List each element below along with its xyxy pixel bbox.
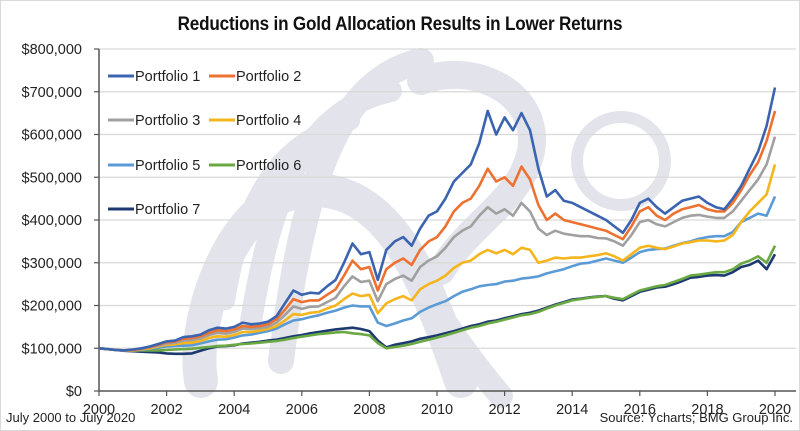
y-tick-label: $600,000 bbox=[22, 128, 82, 144]
legend-label: Portfolio 7 bbox=[135, 202, 200, 218]
legend: Portfolio 1 Portfolio 2 Portfolio 3 Portfol… bbox=[108, 69, 301, 218]
series-line-portfolio-3 bbox=[98, 136, 777, 352]
x-tick-label: 2000 bbox=[83, 402, 115, 418]
legend-label: Portfolio 5 bbox=[135, 158, 200, 174]
legend-label: Portfolio 2 bbox=[236, 69, 301, 85]
x-tick-label: 2016 bbox=[624, 402, 656, 418]
y-tick-label: $200,000 bbox=[22, 299, 82, 315]
y-tick-label: $700,000 bbox=[22, 85, 82, 101]
legend-item-portfolio-2: Portfolio 2 bbox=[209, 69, 301, 85]
x-axis-ticks: 2000 2002 2004 2006 2008 2010 2012 2014 2016 2018… bbox=[83, 391, 791, 418]
x-tick-label: 2006 bbox=[286, 402, 318, 418]
x-tick-label: 2018 bbox=[691, 402, 723, 418]
y-axis-ticks: $0 $100,000 $200,000 $300,000 $400,000 $500,0… bbox=[22, 42, 99, 400]
date-range-note: July 2000 to July 2020 bbox=[6, 410, 136, 425]
x-tick-label: 2010 bbox=[421, 402, 453, 418]
y-tick-label: $0 bbox=[66, 384, 82, 400]
legend-label: Portfolio 4 bbox=[236, 113, 301, 129]
legend-item-portfolio-1: Portfolio 1 bbox=[108, 69, 200, 85]
watermark-ring bbox=[571, 111, 671, 211]
legend-item-portfolio-6: Portfolio 6 bbox=[209, 158, 301, 174]
series-lines bbox=[98, 87, 777, 356]
x-tick-label: 2012 bbox=[488, 402, 520, 418]
legend-label: Portfolio 6 bbox=[236, 158, 301, 174]
legend-item-portfolio-7: Portfolio 7 bbox=[108, 202, 200, 218]
x-tick-label: 2004 bbox=[218, 402, 250, 418]
watermark-arc-2 bbox=[240, 80, 402, 332]
y-tick-label: $400,000 bbox=[22, 213, 82, 229]
chart-title: Reductions in Gold Allocation Results in… bbox=[177, 14, 623, 35]
x-tick-label: 2020 bbox=[759, 402, 791, 418]
y-tick-label: $800,000 bbox=[22, 42, 82, 58]
legend-label: Portfolio 3 bbox=[135, 113, 200, 129]
legend-label: Portfolio 1 bbox=[135, 69, 200, 85]
watermark-head bbox=[407, 60, 546, 285]
legend-item-portfolio-4: Portfolio 4 bbox=[209, 113, 301, 129]
x-tick-label: 2014 bbox=[556, 402, 588, 418]
source-note: Source: Ycharts; BMG Group Inc. bbox=[599, 410, 793, 425]
watermark-body bbox=[182, 173, 478, 398]
watermark-arc-1 bbox=[268, 48, 434, 374]
x-tick-label: 2002 bbox=[150, 402, 182, 418]
watermark-tail bbox=[419, 289, 513, 408]
watermark-logo bbox=[182, 48, 671, 408]
legend-item-portfolio-5: Portfolio 5 bbox=[108, 158, 200, 174]
legend-item-portfolio-3: Portfolio 3 bbox=[108, 113, 200, 129]
y-tick-label: $100,000 bbox=[22, 341, 82, 357]
series-line-portfolio-6 bbox=[98, 245, 777, 352]
y-tick-label: $300,000 bbox=[22, 256, 82, 272]
series-line-portfolio-2 bbox=[98, 110, 777, 352]
x-tick-label: 2008 bbox=[353, 402, 385, 418]
series-line-portfolio-4 bbox=[98, 164, 777, 352]
series-line-portfolio-1 bbox=[98, 87, 777, 352]
y-tick-label: $500,000 bbox=[22, 170, 82, 186]
